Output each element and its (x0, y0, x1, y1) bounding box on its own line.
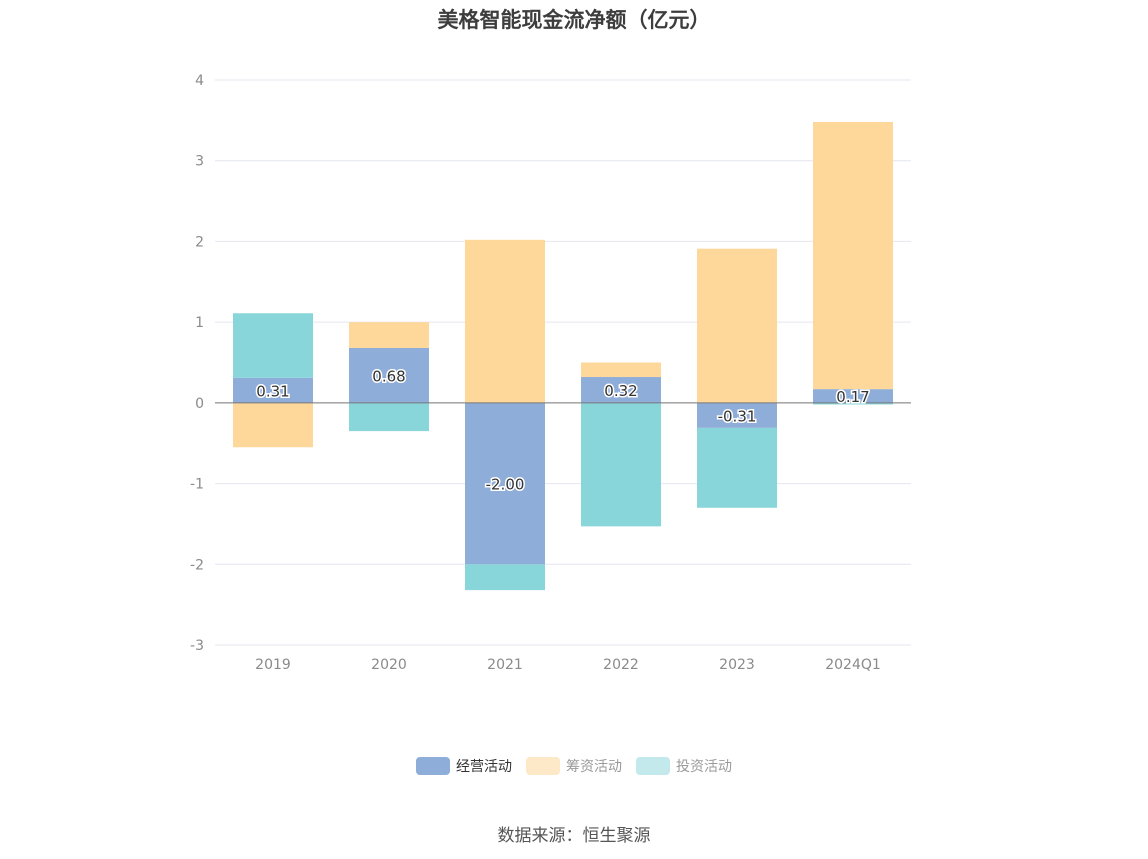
bar-operating-2021[interactable] (465, 402, 545, 565)
bars (233, 121, 893, 591)
x-tick-label: 2019 (255, 657, 291, 673)
bar-operating-2019[interactable] (233, 377, 313, 403)
bar-value-label: -2.00 (486, 476, 525, 494)
legend-swatch-financing (526, 757, 560, 775)
x-tick-label: 2020 (371, 657, 407, 673)
y-tick-label: 1 (195, 315, 204, 331)
bar-investing-2023[interactable] (697, 427, 777, 508)
y-tick-label: -3 (190, 638, 204, 654)
bar-value-label: 0.31 (256, 382, 289, 400)
chart-title: 美格智能现金流净额（亿元） (437, 8, 711, 32)
x-tick-label: 2022 (603, 657, 639, 673)
bar-investing-2020[interactable] (349, 402, 429, 432)
legend: 经营活动 筹资活动 投资活动 (0, 756, 1148, 776)
bar-investing-2019[interactable] (233, 313, 313, 378)
y-tick-label: -2 (190, 557, 204, 573)
bar-operating-2022[interactable] (581, 377, 661, 403)
legend-label-operating: 经营活动 (456, 759, 512, 775)
bar-value-label: 0.17 (836, 388, 869, 406)
x-tick-label: 2024Q1 (825, 657, 881, 673)
x-axis-ticks: 2019 2020 2021 2022 2023 2024Q1 (255, 657, 881, 673)
cash-flow-chart: 4 3 2 1 0 -1 -2 -3 0.31 0.68 -2.00 0.32 -0.31 0.17 2… (190, 73, 911, 673)
bar-investing-2022[interactable] (581, 402, 661, 527)
bar-labels: 0.31 0.68 -2.00 0.32 -0.31 0.17 (255, 366, 871, 495)
bar-investing-2024Q1[interactable] (813, 402, 893, 405)
data-source: 数据来源：恒生聚源 (497, 826, 651, 846)
legend-swatch-operating (416, 757, 450, 775)
legend-item-investing[interactable]: 投资活动 (636, 756, 732, 776)
y-tick-label: 2 (195, 234, 204, 250)
bar-financing-2021[interactable] (465, 239, 545, 403)
bar-value-label: 0.68 (372, 367, 405, 385)
bar-financing-2019[interactable] (233, 402, 313, 448)
legend-item-operating[interactable]: 经营活动 (416, 756, 512, 776)
legend-label-investing: 投资活动 (676, 759, 732, 775)
bar-financing-2023[interactable] (697, 248, 777, 403)
legend-item-financing[interactable]: 筹资活动 (526, 756, 622, 776)
bar-financing-2024Q1[interactable] (813, 121, 893, 390)
bar-operating-2020[interactable] (349, 347, 429, 403)
x-tick-label: 2021 (487, 657, 523, 673)
bar-financing-2022[interactable] (581, 362, 661, 378)
y-axis-ticks: 4 3 2 1 0 -1 -2 -3 (190, 73, 204, 654)
bar-financing-2020[interactable] (349, 322, 429, 348)
grid-lines (215, 79, 911, 646)
bar-operating-2023[interactable] (697, 402, 777, 428)
bar-value-label: 0.32 (604, 382, 637, 400)
y-tick-label: 3 (195, 154, 204, 170)
bar-value-label: -0.31 (718, 407, 757, 425)
legend-label-financing: 筹资活动 (566, 759, 622, 775)
y-tick-label: 0 (195, 396, 204, 412)
x-tick-label: 2023 (719, 657, 755, 673)
legend-swatch-investing (636, 757, 670, 775)
y-tick-label: -1 (190, 477, 204, 493)
bar-operating-2024Q1[interactable] (813, 389, 893, 403)
y-tick-label: 4 (195, 73, 204, 89)
bar-investing-2021[interactable] (465, 564, 545, 591)
